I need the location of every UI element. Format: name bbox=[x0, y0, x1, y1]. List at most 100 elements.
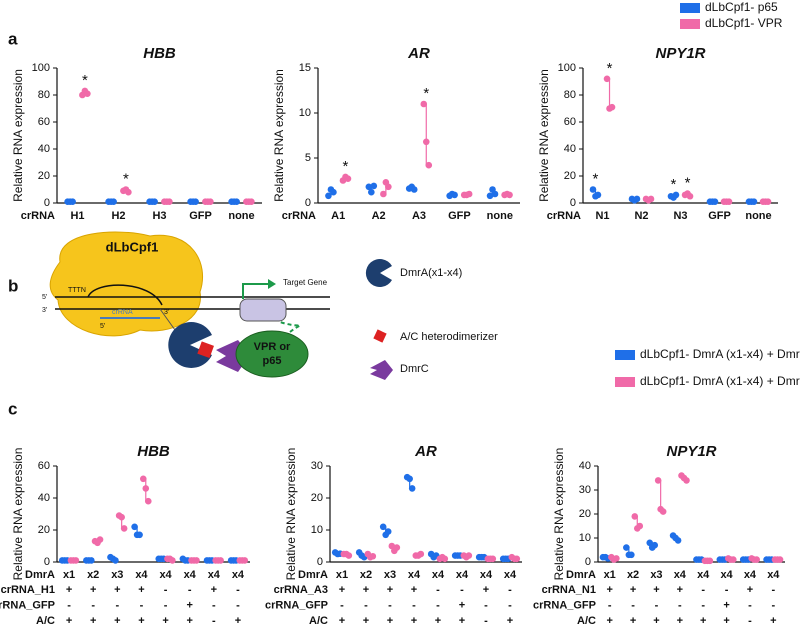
condition-cell: + bbox=[363, 615, 369, 627]
replicate-dot bbox=[125, 188, 132, 196]
replicate-dot bbox=[441, 555, 449, 563]
condition-cell: + bbox=[606, 615, 612, 627]
condition-label: crRNA_N1 bbox=[542, 584, 596, 596]
condition-cell: + bbox=[114, 615, 120, 627]
replicate-dot bbox=[489, 555, 497, 563]
condition-label: crRNA_GFP bbox=[265, 600, 328, 612]
replicate-dot bbox=[631, 513, 639, 520]
dna-bubble bbox=[87, 284, 163, 306]
condition-cell: - bbox=[91, 600, 95, 612]
y-tick-label: 60 bbox=[564, 116, 576, 128]
y-axis-label: Relative RNA expression bbox=[272, 69, 286, 202]
replicate-dot bbox=[647, 195, 655, 203]
replicate-dot bbox=[241, 557, 249, 564]
legend-label: dLbCpf1- VPR bbox=[705, 16, 783, 30]
legend-icon bbox=[370, 360, 393, 380]
condition-label: A/C bbox=[577, 615, 596, 627]
condition-cell: + bbox=[339, 615, 345, 627]
replicate-dot bbox=[330, 188, 337, 196]
x-tick-label: H2 bbox=[111, 210, 125, 222]
y-tick-label: 0 bbox=[44, 197, 50, 209]
replicate-dot bbox=[365, 183, 373, 191]
x-tick-label: x4 bbox=[184, 569, 197, 581]
condition-cell: + bbox=[186, 615, 192, 627]
replicate-dot bbox=[69, 198, 76, 205]
x-tick-label: none bbox=[487, 210, 513, 222]
replicate-dot bbox=[369, 552, 377, 560]
replicate-dot bbox=[706, 557, 714, 565]
x-tick-label: N1 bbox=[595, 210, 609, 222]
x-tick-label: x4 bbox=[504, 569, 517, 581]
x-tick-label: none bbox=[745, 210, 771, 222]
x-tick-label: N2 bbox=[634, 210, 648, 222]
replicate-dot bbox=[217, 557, 224, 564]
condition-cell: - bbox=[115, 600, 119, 612]
y-tick-label: 100 bbox=[32, 62, 50, 74]
y-axis-label: Relative RNA expression bbox=[11, 69, 25, 202]
guide-label: crRNA bbox=[112, 309, 133, 316]
x-axis-label: DmrA bbox=[566, 569, 596, 581]
condition-cell: + bbox=[459, 600, 465, 612]
tss-arrow bbox=[242, 283, 270, 299]
x-tick-label: x1 bbox=[336, 569, 348, 581]
condition-cell: - bbox=[212, 600, 216, 612]
y-tick-label: 40 bbox=[38, 143, 50, 155]
replicate-dot bbox=[422, 138, 430, 146]
x-axis-label: DmrA bbox=[25, 569, 55, 581]
x-tick-label: x1 bbox=[63, 569, 75, 581]
replicate-dot bbox=[674, 537, 682, 544]
replicate-dot bbox=[753, 556, 760, 563]
condition-cell: - bbox=[701, 600, 705, 612]
condition-cell: - bbox=[188, 584, 192, 596]
replicate-dot bbox=[636, 522, 644, 530]
condition-cell: - bbox=[436, 584, 440, 596]
condition-cell: + bbox=[459, 615, 465, 627]
condition-cell: + bbox=[186, 600, 192, 612]
cpf1-shape bbox=[49, 231, 204, 337]
replicate-dot bbox=[192, 198, 199, 205]
condition-cell: + bbox=[138, 615, 144, 627]
condition-cell: + bbox=[630, 584, 636, 596]
legend-label: dLbCpf1- DmrA (x1-x4) + DmrC-VPR bbox=[640, 374, 800, 388]
y-tick-label: 20 bbox=[38, 524, 50, 536]
condition-label: crRNA_GFP bbox=[0, 600, 55, 612]
x-tick-label: x4 bbox=[674, 569, 687, 581]
condition-cell: - bbox=[164, 600, 168, 612]
replicate-dot bbox=[711, 198, 719, 205]
condition-cell: + bbox=[747, 584, 753, 596]
replicate-dot bbox=[410, 186, 418, 193]
condition-cell: - bbox=[340, 600, 344, 612]
condition-cell: - bbox=[771, 600, 775, 612]
replicate-dot bbox=[142, 485, 150, 492]
end-label: 3' bbox=[164, 309, 169, 316]
condition-cell: - bbox=[164, 584, 168, 596]
y-tick-label: 20 bbox=[311, 492, 323, 504]
dmra-icon bbox=[168, 322, 212, 368]
x-tick-label: A3 bbox=[412, 210, 426, 222]
chart-title: NPY1R bbox=[666, 443, 716, 460]
replicate-dot bbox=[88, 557, 95, 564]
replicate-dot bbox=[623, 544, 630, 551]
y-tick-label: 80 bbox=[564, 89, 576, 101]
legend-swatch bbox=[680, 3, 700, 13]
condition-cell: + bbox=[162, 615, 168, 627]
y-tick-label: 10 bbox=[311, 524, 323, 536]
x-tick-label: x4 bbox=[232, 569, 245, 581]
condition-cell: + bbox=[411, 615, 417, 627]
x-tick-label: none bbox=[228, 210, 254, 222]
x-tick-label: N3 bbox=[673, 210, 687, 222]
replicate-dot bbox=[764, 198, 772, 205]
x-tick-label: x4 bbox=[408, 569, 421, 581]
panel-label: c bbox=[8, 399, 17, 418]
condition-cell: + bbox=[723, 615, 729, 627]
replicate-dot bbox=[506, 191, 513, 199]
replicate-dot bbox=[207, 198, 214, 205]
x-tick-label: GFP bbox=[189, 210, 212, 222]
significance-star: * bbox=[423, 85, 429, 102]
panel-label: a bbox=[8, 29, 18, 48]
condition-cell: - bbox=[508, 584, 512, 596]
condition-cell: + bbox=[700, 615, 706, 627]
replicate-dot bbox=[136, 531, 143, 539]
x-tick-label: GFP bbox=[708, 210, 731, 222]
significance-star: * bbox=[343, 158, 349, 175]
